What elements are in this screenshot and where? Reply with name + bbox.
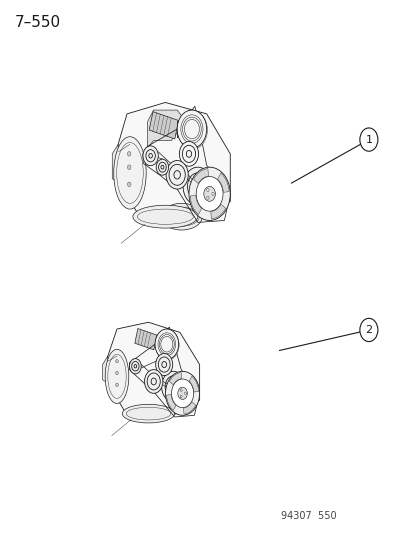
Wedge shape — [189, 376, 198, 392]
Circle shape — [115, 372, 118, 375]
Polygon shape — [118, 102, 230, 224]
Polygon shape — [149, 112, 178, 139]
Circle shape — [183, 167, 212, 205]
Circle shape — [127, 182, 131, 187]
Circle shape — [155, 353, 172, 376]
Circle shape — [180, 389, 182, 391]
Circle shape — [206, 189, 209, 191]
Text: 1: 1 — [365, 134, 371, 144]
Circle shape — [155, 330, 179, 360]
Circle shape — [127, 165, 131, 169]
Polygon shape — [112, 144, 118, 182]
Circle shape — [184, 392, 186, 394]
Wedge shape — [210, 204, 225, 219]
Circle shape — [142, 146, 158, 166]
Wedge shape — [183, 402, 195, 414]
Circle shape — [115, 359, 118, 363]
Circle shape — [188, 167, 230, 221]
Polygon shape — [135, 328, 157, 350]
Circle shape — [127, 151, 131, 156]
Circle shape — [156, 159, 168, 175]
Circle shape — [144, 369, 162, 393]
Polygon shape — [107, 322, 199, 421]
Circle shape — [178, 111, 207, 149]
Circle shape — [177, 387, 187, 399]
Ellipse shape — [133, 205, 197, 228]
Circle shape — [206, 196, 209, 199]
Text: 2: 2 — [364, 325, 372, 335]
Ellipse shape — [105, 349, 128, 403]
Polygon shape — [102, 356, 107, 383]
Circle shape — [359, 128, 377, 151]
Circle shape — [115, 383, 118, 386]
Circle shape — [166, 160, 188, 189]
Ellipse shape — [161, 204, 202, 230]
Circle shape — [154, 329, 178, 359]
Circle shape — [359, 318, 377, 342]
Wedge shape — [190, 196, 201, 215]
Circle shape — [165, 372, 199, 415]
Circle shape — [161, 372, 185, 402]
Circle shape — [196, 176, 223, 211]
Circle shape — [211, 192, 214, 195]
Circle shape — [177, 110, 206, 148]
Wedge shape — [217, 173, 229, 192]
Wedge shape — [193, 168, 208, 183]
Circle shape — [179, 141, 198, 166]
Ellipse shape — [122, 405, 174, 423]
Text: 7–550: 7–550 — [14, 15, 60, 30]
Circle shape — [171, 379, 193, 408]
Polygon shape — [147, 110, 195, 148]
Ellipse shape — [114, 137, 146, 209]
Circle shape — [129, 359, 141, 374]
Circle shape — [203, 187, 215, 201]
Circle shape — [180, 395, 182, 398]
Wedge shape — [166, 394, 176, 410]
Text: 94307  550: 94307 550 — [280, 511, 336, 521]
Wedge shape — [169, 373, 181, 385]
